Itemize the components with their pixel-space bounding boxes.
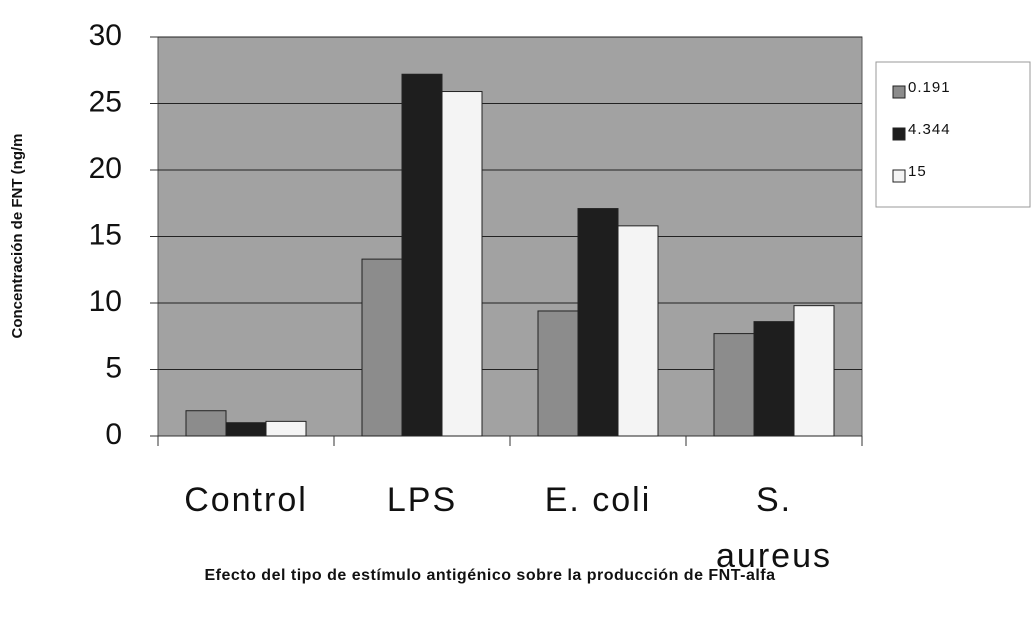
y-tick-label: 15: [89, 218, 122, 251]
bar: [401, 73, 443, 437]
bar: [617, 225, 659, 437]
x-tick-label: Control: [184, 481, 308, 519]
legend-swatch: [892, 85, 906, 99]
bar: [753, 321, 795, 437]
y-tick-label: 10: [89, 285, 122, 318]
y-tick-label: 5: [105, 351, 122, 384]
bar: [537, 310, 579, 437]
legend-label: 0.191: [908, 79, 951, 96]
bar: [225, 422, 267, 437]
bar: [185, 410, 227, 437]
legend-label: 4.344: [908, 121, 951, 138]
chart-title: Efecto del tipo de estímulo antigénico s…: [204, 567, 776, 584]
x-tick-label: E. coli: [544, 481, 652, 519]
bar: [441, 91, 483, 437]
bar: [577, 208, 619, 437]
bar: [265, 420, 307, 437]
legend-label: 15: [908, 163, 927, 180]
y-tick-label: 25: [89, 85, 122, 118]
y-axis-label: Concentración de FNT (ng/m: [9, 133, 26, 338]
x-tick-label: S. aureus: [716, 481, 832, 575]
y-tick-label: 20: [89, 152, 122, 185]
bar: [361, 258, 403, 437]
bar: [793, 305, 835, 437]
legend-swatch: [892, 169, 906, 183]
x-tick-label: LPS: [386, 481, 458, 519]
y-tick-label: 0: [105, 418, 122, 451]
y-tick-label: 30: [89, 19, 122, 52]
bar: [713, 333, 755, 437]
legend-swatch: [892, 127, 906, 141]
